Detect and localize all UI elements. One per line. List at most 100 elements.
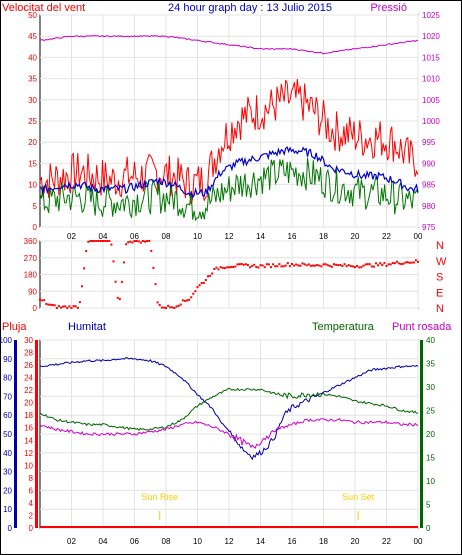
wind-direction-point xyxy=(66,307,69,309)
wind-direction-point xyxy=(242,263,245,266)
wind-direction-point xyxy=(68,305,71,308)
wind-direction-point xyxy=(410,261,413,264)
wind-direction-point xyxy=(259,264,262,267)
wind-direction-point xyxy=(288,265,291,268)
wind-direction-point xyxy=(148,240,151,242)
wind-direction-point xyxy=(330,265,333,268)
wind-direction-point xyxy=(284,264,287,267)
climate-x-tick-label: 06 xyxy=(130,537,139,546)
humidity-tick-label: 100 xyxy=(0,336,13,345)
wind-direction-point xyxy=(356,265,359,267)
wind-direction-point xyxy=(249,266,251,269)
wind-direction-point xyxy=(217,268,220,271)
wind-x-tick-label: 02 xyxy=(67,232,76,241)
sun-rise-label: Sun Rise xyxy=(141,492,178,502)
wind-direction-point xyxy=(87,240,90,243)
wind-direction-point xyxy=(303,263,306,266)
wind-left-tick-labels: 0 5 10 15 20 25 30 35 40 45 50 xyxy=(28,11,37,232)
wind-direction-point xyxy=(53,304,56,307)
wind-x-tick-label: 04 xyxy=(99,232,108,241)
wind-direction-point xyxy=(383,261,386,264)
wind-direction-point xyxy=(320,265,323,268)
wind-direction-point xyxy=(70,307,73,309)
pressure-tick-label: 985 xyxy=(422,181,436,190)
wind-tick-label: 35 xyxy=(28,75,37,84)
pressure-tick-label: 995 xyxy=(422,138,436,147)
temperature-tick-label: 5 xyxy=(426,501,431,510)
pressure-tick-label: 975 xyxy=(422,223,436,232)
wind-direction-point xyxy=(276,265,279,268)
wind-direction-point xyxy=(144,240,146,243)
wind-direction-point xyxy=(240,263,243,265)
wind-direction-point xyxy=(251,264,254,267)
wind-tick-label: 10 xyxy=(28,181,37,190)
wind-direction-point xyxy=(62,305,65,308)
wind-direction-point xyxy=(127,241,130,244)
wind-direction-point xyxy=(234,265,237,268)
rain-tick-label: 0 xyxy=(29,524,34,533)
rain-tick-label: 14 xyxy=(24,436,33,445)
wind-direction-point xyxy=(204,279,207,281)
rain-tick-label: 30 xyxy=(24,336,33,345)
rain-tick-label: 16 xyxy=(24,424,33,433)
wind-direction-point xyxy=(118,298,121,301)
rain-tick-label: 4 xyxy=(29,499,34,508)
wind-direction-point xyxy=(81,285,83,288)
humidity-tick-label: 40 xyxy=(3,449,12,458)
wind-direction-point xyxy=(324,263,327,266)
wind-direction-point xyxy=(41,299,44,302)
wind-direction-point xyxy=(57,305,60,308)
wind-direction-points xyxy=(39,240,419,309)
wind-direction-point xyxy=(372,265,375,268)
wind-direction-point xyxy=(293,264,296,267)
humidity-tick-label: 30 xyxy=(3,468,12,477)
wind-direction-point xyxy=(158,303,161,306)
wind-direction-point xyxy=(110,243,113,246)
wind-direction-point xyxy=(141,240,144,242)
wind-direction-point xyxy=(358,266,361,269)
pressure-tick-label: 1000 xyxy=(422,117,440,126)
temperature-tick-label: 15 xyxy=(426,454,435,463)
direction-left-tick-labels: 0 90 180 270 360 xyxy=(24,237,38,313)
wind-series xyxy=(39,78,419,222)
wind-peak-line xyxy=(39,78,419,205)
wind-direction-point xyxy=(232,266,235,268)
climate-x-tick-label: 12 xyxy=(225,537,234,546)
pressure-tick-label: 1015 xyxy=(422,53,440,62)
wind-direction-point xyxy=(43,299,46,302)
wind-tick-label: 30 xyxy=(28,96,37,105)
wind-left-axis-label: Velocitat del vent xyxy=(2,2,85,14)
wind-direction-point xyxy=(213,268,216,270)
wind-x-tick-label: 18 xyxy=(319,232,328,241)
wind-direction-point xyxy=(64,305,67,308)
humidity-tick-label: 80 xyxy=(3,374,12,383)
climate-x-tick-labels: 02 04 06 08 10 12 14 16 18 20 22 00 xyxy=(67,537,423,546)
rain-tick-label: 10 xyxy=(24,461,33,470)
temperature-tick-label: 10 xyxy=(426,477,435,486)
wind-direction-point xyxy=(120,280,123,283)
rain-tick-label: 2 xyxy=(29,511,34,520)
wind-direction-point xyxy=(171,306,174,309)
wind-direction-point xyxy=(91,240,94,242)
wind-direction-point xyxy=(301,262,304,265)
wind-direction-point xyxy=(169,306,172,309)
wind-direction-point xyxy=(89,240,92,242)
rain-tick-label: 20 xyxy=(24,399,33,408)
wind-direction-point xyxy=(95,240,98,242)
wind-direction-point xyxy=(55,307,58,309)
wind-direction-point xyxy=(337,264,340,267)
wind-direction-point xyxy=(188,298,191,301)
wind-x-tick-labels: 02 04 06 08 10 12 14 16 18 20 22 00 xyxy=(67,232,423,241)
climate-x-tick-label: 10 xyxy=(193,537,202,546)
wind-tick-label: 15 xyxy=(28,159,37,168)
wind-direction-point xyxy=(282,265,285,268)
climate-x-tick-label: 16 xyxy=(288,537,297,546)
wind-direction-point xyxy=(343,263,346,266)
wind-direction-point xyxy=(295,263,298,266)
wind-direction-point xyxy=(267,263,270,266)
wind-tick-label: 40 xyxy=(28,53,37,62)
wind-direction-point xyxy=(162,306,165,309)
compass-label: N xyxy=(436,240,444,252)
wind-direction-point xyxy=(177,304,180,307)
wind-direction-point xyxy=(417,260,419,263)
